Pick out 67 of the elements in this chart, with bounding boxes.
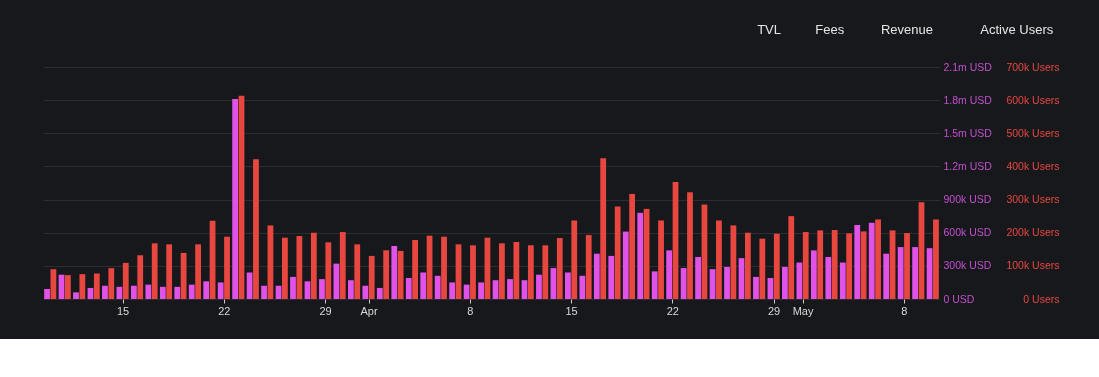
bar — [788, 216, 795, 299]
bar — [282, 237, 288, 299]
y-tick-label: 0 USD — [943, 292, 975, 305]
bar — [195, 244, 201, 299]
text: Revenue — [880, 22, 933, 37]
bar — [79, 274, 86, 299]
bar — [513, 241, 520, 299]
bar — [412, 240, 418, 299]
bar — [368, 255, 375, 299]
x-tick-label: May — [792, 304, 814, 317]
y2-tick-label: 400k Users — [1006, 159, 1060, 172]
bar — [527, 245, 534, 299]
x-tick-label: Apr — [360, 304, 378, 317]
bar — [571, 220, 578, 299]
text: Fees — [815, 22, 845, 37]
bar — [478, 282, 484, 299]
x-tick-label: 8 — [901, 304, 908, 317]
y-tick-label: 2.1m USD — [943, 60, 993, 73]
y-tick-label: 1.2m USD — [943, 159, 993, 172]
x-tick-label: 15 — [116, 304, 130, 317]
bar — [310, 232, 317, 299]
y2-tick-label: 200k Users — [1006, 226, 1060, 239]
bar — [166, 244, 173, 299]
y2-tick-label: 700k Users — [1006, 60, 1060, 73]
x-tick-label: 22 — [218, 304, 231, 317]
y-tick-label: 300k USD — [943, 259, 992, 272]
x-tick-label: 22 — [666, 304, 679, 317]
y-tick-label: 1.5m USD — [943, 126, 993, 139]
y-tick-label: 600k USD — [943, 226, 992, 239]
x-tick-label: 29 — [319, 304, 332, 317]
x-tick-label: 29 — [768, 304, 781, 317]
bar — [296, 236, 303, 299]
y2-tick-label: 300k Users — [1006, 193, 1060, 206]
text: TVL — [757, 22, 782, 37]
bar — [217, 282, 224, 299]
bar — [600, 158, 607, 299]
bar — [174, 286, 181, 299]
y-tick-label: 900k USD — [943, 193, 992, 206]
bar — [759, 238, 766, 299]
bar — [151, 243, 158, 299]
bar — [716, 220, 722, 299]
bar — [180, 252, 187, 299]
y2-tick-label: 100k Users — [1006, 259, 1060, 272]
bar — [441, 236, 447, 299]
y-tick-label: 1.8m USD — [943, 93, 993, 106]
bar — [159, 286, 166, 299]
bar — [470, 245, 476, 299]
bar — [687, 192, 693, 299]
bar — [449, 282, 456, 299]
bar — [376, 287, 383, 299]
bar — [261, 285, 267, 299]
bar — [463, 284, 470, 299]
bar — [224, 236, 230, 299]
bar — [122, 262, 129, 299]
bar — [73, 292, 79, 299]
bar — [253, 159, 259, 299]
y2-tick-label: 0 Users — [1023, 292, 1060, 305]
text: Active Users — [980, 22, 1054, 37]
bar — [680, 268, 687, 299]
x-tick-label: 8 — [467, 304, 474, 317]
bar — [108, 268, 115, 299]
x-tick-label: 15 — [565, 304, 578, 317]
bar — [137, 255, 144, 299]
y2-tick-label: 600k Users — [1006, 93, 1060, 106]
bar — [499, 243, 505, 299]
y2-tick-label: 500k Users — [1006, 126, 1060, 139]
bar — [354, 244, 361, 299]
